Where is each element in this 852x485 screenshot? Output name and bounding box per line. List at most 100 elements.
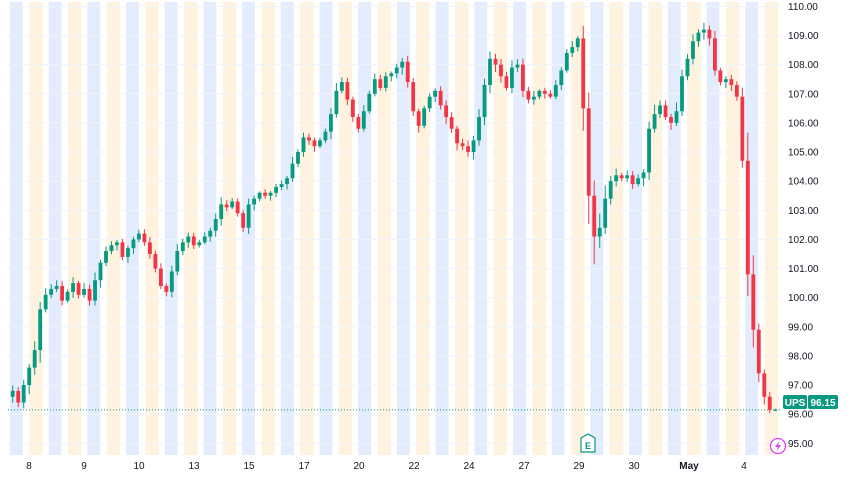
candle-body [526, 90, 531, 100]
pre-market-band [416, 2, 430, 455]
candle-body [405, 61, 410, 83]
candle-body [115, 242, 119, 246]
candle-body [252, 198, 257, 205]
candle-body [82, 288, 86, 295]
candle-body [367, 93, 372, 112]
candle-body [372, 79, 377, 94]
pre-market-band [609, 2, 624, 455]
price-tick-label: 95.00 [788, 439, 813, 450]
candle-body [241, 213, 246, 228]
post-market-band [358, 2, 372, 455]
candle-body [378, 79, 383, 88]
post-market-band [474, 2, 488, 455]
candle-body [268, 192, 273, 196]
candle-body [444, 105, 449, 118]
candle-body [43, 294, 48, 310]
candle-body [339, 82, 344, 91]
candle-body [296, 152, 300, 164]
candle-body [685, 58, 690, 77]
price-tick-label: 105.00 [788, 148, 819, 159]
candle-body [510, 67, 514, 88]
candle-body [361, 111, 366, 129]
candle-body [21, 385, 26, 403]
pre-market-band [29, 2, 43, 455]
post-market-band [126, 2, 139, 455]
candle-body [707, 29, 712, 39]
time-tick-label: 10 [133, 461, 145, 472]
candle-body [663, 105, 668, 118]
price-tick-label: 100.00 [788, 293, 819, 304]
post-market-band [435, 2, 449, 455]
candle-body [570, 47, 575, 53]
candle-body [32, 350, 37, 368]
pre-market-band [145, 2, 159, 455]
candle-body [669, 117, 673, 123]
time-tick-label: 15 [243, 461, 255, 472]
pre-market-band [184, 2, 198, 455]
candle-body [537, 90, 542, 97]
price-axis: 95.00 96.00 97.00 98.00 99.00 100.00 101.00 102… [788, 2, 819, 450]
candle-body [647, 128, 652, 173]
candle-body [142, 233, 147, 243]
time-tick-label: 24 [463, 461, 475, 472]
candle-body [608, 181, 613, 199]
post-market-band [590, 2, 604, 455]
candle-body [389, 73, 394, 77]
candle-body [16, 390, 21, 403]
candle-body [257, 192, 262, 199]
candle-body [301, 137, 306, 153]
candle-body [356, 117, 361, 129]
candle-body [592, 195, 597, 237]
candle-body [531, 96, 536, 100]
candle-body [345, 82, 350, 100]
time-tick-label: May [679, 461, 699, 472]
candle-body [224, 204, 229, 208]
candle-body [619, 175, 624, 179]
candle-body [279, 184, 284, 187]
candle-body [488, 58, 492, 86]
post-market-band [667, 2, 681, 455]
pre-market-band [532, 2, 546, 455]
candle-body [263, 192, 268, 196]
candle-body [652, 114, 657, 129]
pre-market-band [222, 2, 237, 455]
candle-body [10, 390, 15, 397]
candle-body [98, 262, 103, 281]
candle-body [680, 76, 684, 112]
candle-body [202, 236, 207, 243]
pre-market-band [493, 2, 508, 455]
pre-market-band [571, 2, 585, 455]
earnings-marker[interactable]: E [580, 433, 596, 453]
lightning-marker[interactable] [769, 437, 787, 455]
pre-market-band [338, 2, 353, 455]
candle-body [504, 76, 509, 88]
candle-body [169, 271, 174, 292]
time-tick-label: 29 [573, 461, 585, 472]
price-tick-label: 110.00 [788, 2, 818, 13]
candle-body [773, 409, 778, 411]
post-market-band [513, 2, 526, 455]
candle-body [136, 233, 141, 240]
post-market-band [629, 2, 642, 455]
candle-body [515, 64, 520, 68]
price-tick-label: 97.00 [788, 381, 813, 392]
candle-body [427, 96, 432, 109]
candle-body [756, 329, 761, 374]
candle-body [658, 105, 662, 115]
price-tag: UPS 96.15 [783, 395, 838, 409]
candle-body [460, 143, 465, 147]
candle-body [499, 64, 503, 77]
pre-market-band [106, 2, 121, 455]
candle-body [38, 309, 43, 351]
candle-body [729, 79, 734, 86]
candle-body [285, 178, 289, 185]
candle-body [751, 274, 756, 330]
earnings-icon[interactable] [580, 433, 596, 453]
last-price-label: 96.15 [810, 398, 835, 409]
price-tick-label: 107.00 [788, 89, 819, 100]
post-market-band [706, 2, 720, 455]
candle-body [718, 70, 723, 83]
candle-body [482, 85, 487, 118]
session-bands [10, 2, 779, 455]
ticker-tag [783, 395, 807, 409]
